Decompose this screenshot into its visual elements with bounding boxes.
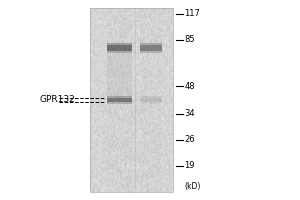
Bar	[106, 53, 132, 96]
Text: 85: 85	[184, 36, 195, 45]
Bar	[90, 8, 172, 192]
Bar	[106, 8, 132, 192]
Bar	[140, 43, 162, 45]
Text: GPR132: GPR132	[39, 96, 75, 104]
Text: 48: 48	[184, 82, 195, 90]
Bar	[106, 96, 132, 98]
Text: 19: 19	[184, 162, 195, 170]
Bar	[106, 43, 132, 45]
Bar	[140, 102, 162, 104]
Bar	[106, 98, 132, 102]
Bar	[106, 43, 132, 45]
Bar	[106, 96, 132, 97]
Bar	[90, 8, 172, 192]
Bar	[140, 43, 162, 45]
Bar	[106, 43, 132, 45]
Bar	[140, 98, 162, 102]
Bar	[140, 51, 162, 53]
Bar	[106, 102, 132, 104]
Bar	[140, 102, 162, 104]
Text: 34: 34	[184, 110, 195, 118]
Bar	[140, 51, 162, 53]
Bar	[140, 96, 162, 98]
Bar	[140, 8, 162, 192]
Bar	[140, 46, 162, 50]
Text: (kD): (kD)	[184, 182, 201, 190]
Bar	[106, 51, 132, 53]
Bar	[106, 46, 132, 50]
Bar	[140, 96, 162, 97]
Text: 117: 117	[184, 9, 200, 19]
Bar	[140, 96, 162, 98]
Text: 26: 26	[184, 136, 195, 144]
Bar	[106, 51, 132, 53]
Bar	[106, 102, 132, 104]
Bar	[140, 43, 162, 45]
Bar	[106, 96, 132, 98]
